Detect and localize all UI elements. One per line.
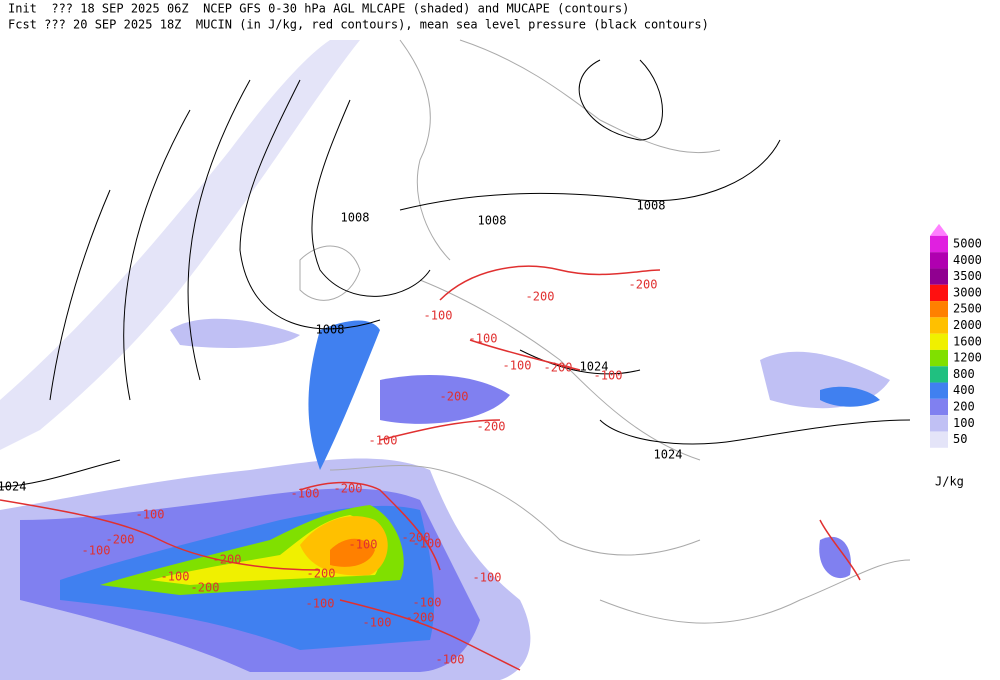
legend-swatch	[930, 268, 948, 285]
cin-label: -200	[440, 390, 469, 404]
cin-label: -100	[424, 309, 453, 323]
pressure-label: 1024	[580, 360, 609, 374]
cin-label: -200	[106, 533, 135, 547]
legend-label: 3500	[953, 269, 982, 283]
legend-label: 3000	[953, 285, 982, 299]
legend-arrow	[930, 223, 948, 236]
legend-swatch	[930, 398, 948, 416]
cin-label: -100	[369, 434, 398, 448]
cin-label: -100	[291, 487, 320, 501]
cin-label: -200	[406, 611, 435, 625]
legend-label: 100	[953, 416, 975, 430]
cin-label: -100	[503, 359, 532, 373]
header-line: Init ??? 18 SEP 2025 06Z NCEP GFS 0-30 h…	[8, 2, 629, 16]
legend-label: 1200	[953, 351, 982, 365]
legend-swatch	[930, 415, 948, 432]
legend-label: 200	[953, 400, 975, 414]
cin-label: -200	[307, 567, 336, 581]
legend-label: 5000	[953, 237, 982, 251]
legend-swatch	[930, 333, 948, 350]
header-line: Fcst ??? 20 SEP 2025 18Z MUCIN (in J/kg,…	[8, 18, 709, 32]
legend-label: 2000	[953, 318, 982, 332]
pressure-label: 1008	[341, 211, 370, 225]
pressure-label: 1008	[637, 199, 666, 213]
legend-swatch	[930, 235, 948, 253]
pressure-label: 1008	[316, 323, 345, 337]
legend-label: 50	[953, 432, 967, 446]
pressure-label: 1008	[478, 214, 507, 228]
cin-label: -200	[629, 278, 658, 292]
map-background	[0, 39, 911, 680]
cin-label: -200	[191, 581, 220, 595]
legend-label: 2500	[953, 302, 982, 316]
cin-label: -100	[436, 653, 465, 667]
cin-label: -100	[473, 571, 502, 585]
pressure-label: 1024	[654, 448, 683, 462]
legend-swatch	[930, 284, 948, 302]
cin-label: -100	[413, 537, 442, 551]
cin-label: -100	[161, 570, 190, 584]
cin-label: -100	[363, 616, 392, 630]
cin-label: -200	[526, 290, 555, 304]
cin-label: -200	[544, 361, 573, 375]
legend-label: 4000	[953, 253, 982, 267]
legend: 5000 4000 3500 3000 2500 2000 1600 1200 800 400 20…	[930, 223, 982, 489]
legend-swatch	[930, 366, 948, 383]
cin-label: -100	[594, 369, 623, 383]
legend-label: 800	[953, 367, 975, 381]
legend-label: 400	[953, 383, 975, 397]
cin-label: -200	[213, 553, 242, 567]
legend-swatch	[930, 382, 948, 399]
contour-labels: 1008 100810081008102410241024-200-200-100…	[0, 199, 682, 667]
legend-swatch	[930, 431, 948, 448]
cin-label: -100	[136, 508, 165, 522]
pressure-label: 1024	[0, 480, 26, 494]
legend-swatch	[930, 252, 948, 269]
legend-swatch	[930, 301, 948, 318]
cin-label: -100	[413, 596, 442, 610]
cin-label: -200	[334, 482, 363, 496]
legend-swatch	[930, 349, 948, 367]
cin-label: -200	[402, 531, 431, 545]
legend-swatch	[930, 317, 948, 334]
cin-label: -100	[306, 597, 335, 611]
legend-label: 1600	[953, 334, 982, 348]
cin-label: -100	[469, 332, 498, 346]
cin-label: -100	[349, 538, 378, 552]
legend-unit: J/kg	[935, 475, 964, 489]
cin-label: -200	[477, 420, 506, 434]
cin-label: -100	[82, 544, 111, 558]
